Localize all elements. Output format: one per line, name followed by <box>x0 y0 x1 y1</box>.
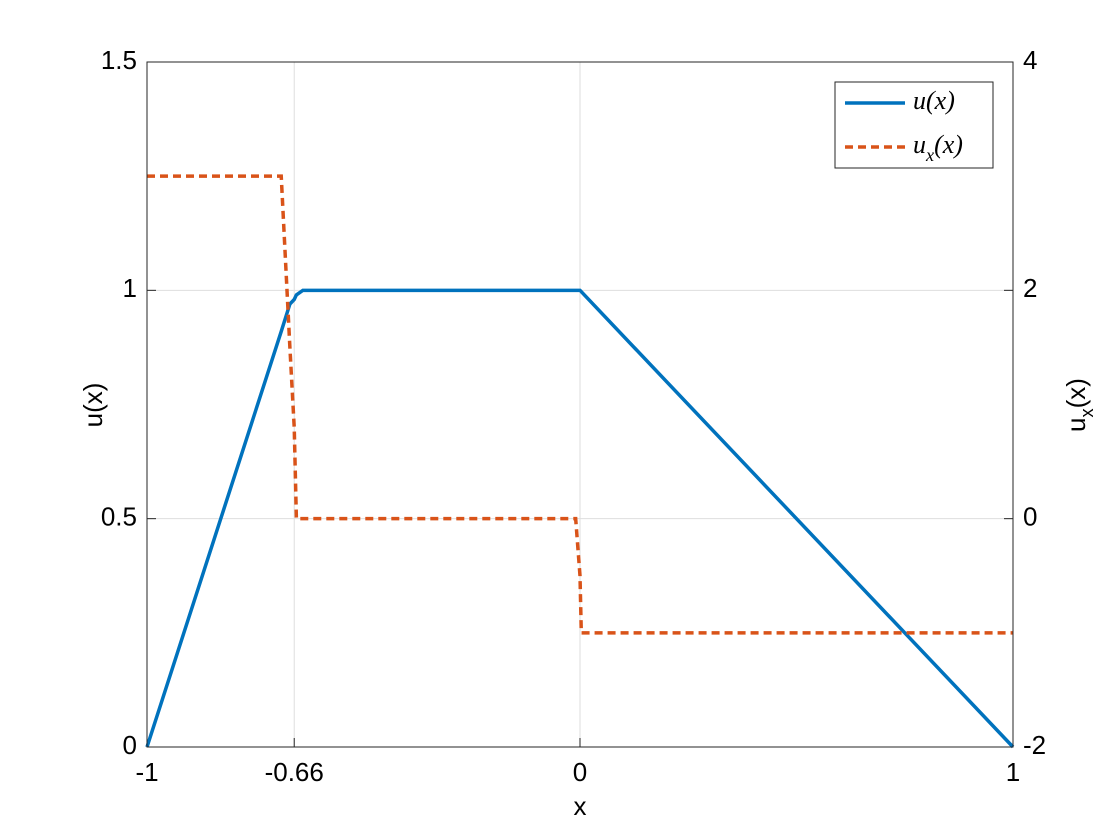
x-tick-label: 1 <box>1006 757 1020 787</box>
series-line <box>145 288 1015 749</box>
x-tick-label: -1 <box>135 757 158 787</box>
y-axis-label: u(x) <box>78 383 108 428</box>
y2-tick-label: 0 <box>1023 502 1037 532</box>
x-tick-label: -0.66 <box>265 757 324 787</box>
y2-tick-label: -2 <box>1023 730 1046 760</box>
x-axis-label: x <box>574 791 587 821</box>
y-tick-label: 1.5 <box>101 45 137 75</box>
y2-axis-label: ux(x) <box>1061 378 1097 432</box>
y-tick-label: 1 <box>123 273 137 303</box>
y2-tick-label: 4 <box>1023 45 1037 75</box>
x-tick-label: 0 <box>573 757 587 787</box>
y-tick-label: 0.5 <box>101 502 137 532</box>
y2-tick-label: 2 <box>1023 273 1037 303</box>
legend-label: u(x) <box>913 86 955 115</box>
legend-label: ux(x) <box>913 130 963 165</box>
legend-box <box>834 81 994 169</box>
y-tick-label: 0 <box>123 730 137 760</box>
